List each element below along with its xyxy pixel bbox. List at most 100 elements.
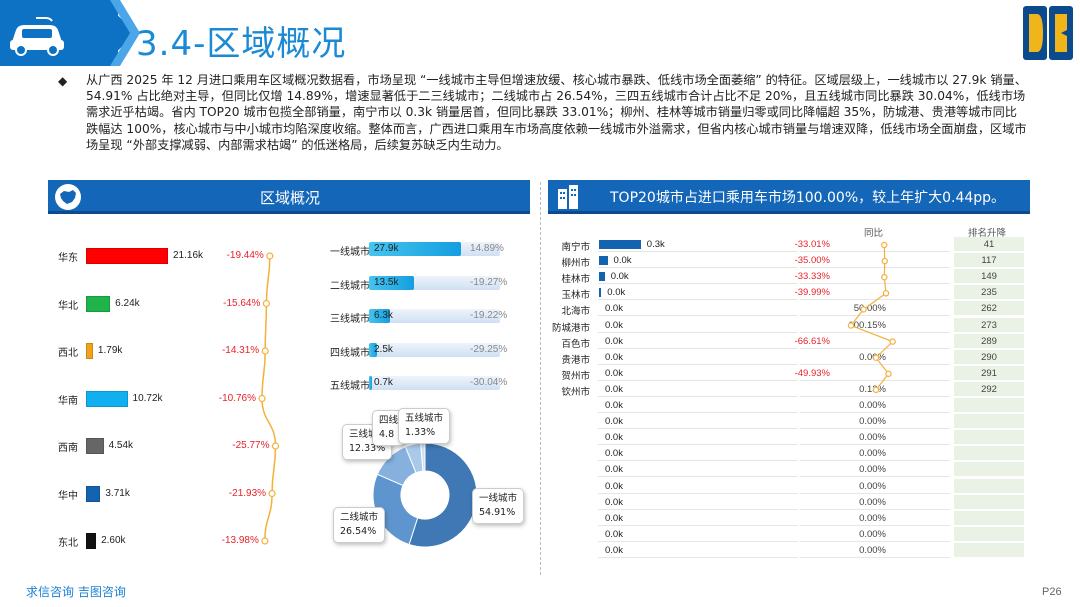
city-row: [598, 398, 798, 413]
city-row: [598, 382, 798, 397]
footer-links[interactable]: 求信咨询 吉图咨询: [26, 585, 126, 599]
city-value-label: 0.0k: [605, 335, 623, 347]
donut-callout-value: 12.33%: [349, 443, 386, 454]
region-value-label: 4.54k: [108, 440, 134, 451]
city-yoy-label: -66.61%: [794, 335, 830, 347]
city-yoy-cell: [800, 430, 950, 446]
region-value-label: 2.60k: [101, 535, 126, 546]
city-value-label: 0.0k: [605, 416, 623, 428]
region-yoy-point: [271, 442, 280, 450]
donut-callout-name: 五线城市: [405, 413, 444, 424]
region-value-label: 21.16k: [173, 250, 204, 261]
car-icon: [10, 17, 64, 56]
city-row: [598, 285, 798, 301]
region-bar: [86, 343, 93, 359]
city-value-label: 0.0k: [605, 544, 623, 556]
city-yoy-label: -39.99%: [794, 287, 830, 299]
city-rank-cell: [954, 494, 1024, 510]
region-value-label: 1.79k: [97, 345, 123, 356]
donut-callout-value: 4.8: [379, 429, 395, 440]
city-rank-cell: [954, 462, 1024, 478]
donut-callout-name: 三线城: [349, 429, 378, 440]
city-yoy-label: 50.00%: [853, 303, 886, 315]
city-yoy-label: 0.00%: [859, 496, 886, 508]
brand-logo: [1023, 6, 1073, 60]
region-bar: [86, 390, 128, 407]
city-value-label: 0.0k: [605, 448, 623, 460]
city-rank-cell: [954, 510, 1024, 526]
donut-callout-name: 一线城市: [479, 493, 518, 504]
region-value-label: 6.24k: [115, 297, 140, 309]
city-yoy-label: 0.00%: [859, 464, 886, 476]
region-bar: [86, 248, 168, 264]
city-yoy-label: -49.93%: [794, 367, 830, 379]
tier-donut-chart: [372, 442, 478, 548]
city-yoy-label: 0.00%: [859, 480, 886, 492]
city-rank-cell: 289: [954, 333, 1024, 349]
city-yoy-label: 0.00%: [859, 544, 886, 556]
city-rank-cell: 149: [954, 269, 1024, 285]
city-row: [598, 237, 798, 252]
region-bar: [86, 485, 101, 502]
region-label: 华北: [58, 300, 78, 312]
city-value-label: 0.0k: [605, 464, 623, 476]
city-name: 贵港市: [561, 354, 590, 366]
city-value-label: 0.0k: [605, 480, 623, 492]
city-yoy-cell: [800, 462, 950, 478]
right-section-bar: TOP20城市占进口乘用车市场100.00%，较上年扩大0.44pp。: [548, 180, 1030, 214]
tier-value-label: 0.7k: [374, 377, 393, 389]
china-map-icon: [55, 184, 81, 210]
region-yoy-label: -25.77%: [232, 440, 270, 451]
tier-bar-track: [369, 342, 500, 357]
city-rank-cell: 290: [954, 349, 1024, 365]
city-yoy-label: 0.00%: [859, 432, 886, 444]
left-section-title: 区域概况: [260, 189, 321, 207]
city-value-label: 0.3k: [646, 239, 665, 250]
city-row: [598, 479, 798, 494]
region-label: 东北: [58, 538, 78, 549]
donut-callout: 二线城市 26.54%: [333, 507, 386, 543]
region-bar: [86, 438, 104, 454]
region-yoy-label: -15.64%: [223, 297, 261, 309]
city-rank-cell: [954, 542, 1024, 558]
tier-yoy-label: -29.25%: [470, 343, 508, 355]
city-row: [598, 318, 798, 333]
city-name: 北海市: [561, 306, 590, 318]
city-value-label: 0.0k: [605, 319, 623, 331]
right-section-title: TOP20城市占进口乘用车市场100.00%，较上年扩大0.44pp。: [610, 190, 1006, 206]
city-yoy-cell: [800, 543, 950, 558]
city-bar: [599, 240, 641, 249]
city-name: 贺州市: [561, 370, 590, 382]
city-yoy-cell: [800, 511, 950, 526]
region-yoy-label: -19.44%: [226, 250, 264, 261]
region-yoy-point: [266, 252, 274, 260]
city-row: [598, 366, 798, 381]
header-slant: [80, 0, 140, 66]
city-rank-cell: [954, 398, 1024, 413]
tier-yoy-label: 14.89%: [470, 243, 504, 254]
tier-value-label: 2.5k: [374, 343, 393, 355]
city-row: [598, 511, 798, 526]
city-row: [598, 446, 798, 462]
city-yoy-cell: [800, 479, 950, 494]
donut-callout-name: 四线: [379, 415, 399, 426]
city-row: [598, 430, 798, 446]
region-label: 华东: [58, 253, 78, 264]
donut-callout-value: 1.33%: [405, 427, 436, 438]
city-rank-cell: 291: [954, 365, 1024, 381]
region-yoy-point: [261, 347, 269, 355]
city-rank-cell: [954, 430, 1024, 446]
city-row: [598, 253, 798, 269]
city-rank-cell: [954, 446, 1024, 462]
region-value-label: 10.72k: [132, 392, 163, 404]
city-name: 柳州市: [561, 258, 590, 270]
region-label: 华南: [58, 395, 78, 407]
summary-text: 从广西 2025 年 12 月进口乘用车区域概况数据看，市场呈现 “一线城市主导…: [86, 73, 1027, 152]
building-icon: [558, 185, 578, 209]
city-value-label: 0.0k: [605, 496, 623, 508]
city-yoy-label: 0.00%: [859, 400, 886, 411]
city-yoy-label: 0.00%: [859, 416, 886, 428]
city-rank-cell: 41: [954, 237, 1024, 252]
left-section-bar: 区域概况: [48, 180, 530, 214]
city-yoy-cell: [800, 398, 950, 413]
